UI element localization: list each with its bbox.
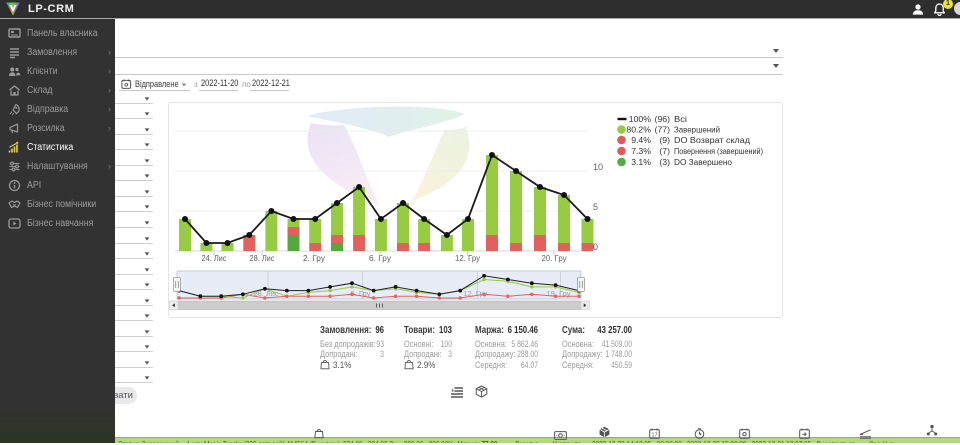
svg-text:(3): (3) — [659, 157, 670, 167]
svg-text:Всі: Всі — [674, 114, 687, 124]
svg-text:6. Гру: 6. Гру — [369, 253, 392, 263]
svg-text:100%: 100% — [629, 114, 651, 124]
svg-text:9.4%: 9.4% — [631, 135, 651, 145]
svg-text:12. Гру: 12. Гру — [463, 289, 487, 298]
svg-text:3.1%: 3.1% — [631, 157, 651, 167]
svg-text:(7): (7) — [659, 146, 670, 156]
svg-text:2. Гру: 2. Гру — [303, 253, 326, 263]
svg-text:80.2%: 80.2% — [626, 125, 651, 135]
svg-text:28. Лис: 28. Лис — [253, 289, 279, 298]
svg-text:Повернення (завершений): Повернення (завершений) — [674, 146, 763, 156]
svg-text:28. Лис: 28. Лис — [250, 253, 276, 263]
svg-text:5: 5 — [593, 202, 598, 212]
svg-text:DO Возврат склад: DO Возврат склад — [674, 135, 750, 145]
svg-text:DO Завершено: DO Завершено — [674, 157, 732, 167]
svg-text:7.3%: 7.3% — [631, 146, 651, 156]
svg-text:Завершений: Завершений — [674, 125, 720, 135]
svg-text:0: 0 — [593, 242, 598, 252]
svg-text:12. Гру: 12. Гру — [455, 253, 481, 263]
svg-text:17: 17 — [651, 433, 657, 439]
svg-text:19. Гру: 19. Гру — [547, 289, 571, 298]
svg-text:20. Гру: 20. Гру — [542, 253, 568, 263]
svg-text:24. Лис: 24. Лис — [202, 253, 228, 263]
svg-text:(77): (77) — [655, 125, 671, 135]
svg-text:10: 10 — [593, 162, 603, 172]
svg-text:(9): (9) — [659, 135, 670, 145]
svg-text:(96): (96) — [655, 114, 671, 124]
svg-text:5. Гру: 5. Гру — [351, 289, 371, 298]
